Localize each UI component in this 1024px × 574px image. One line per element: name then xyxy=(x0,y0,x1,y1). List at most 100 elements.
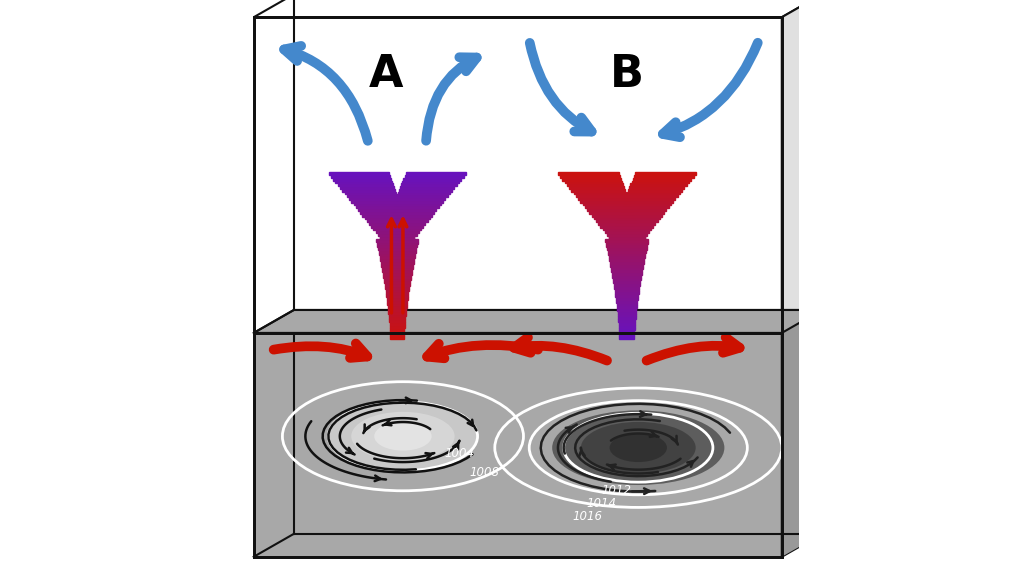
Polygon shape xyxy=(331,175,390,178)
Polygon shape xyxy=(616,300,638,302)
Polygon shape xyxy=(587,208,633,211)
Polygon shape xyxy=(384,278,411,281)
Polygon shape xyxy=(616,305,637,308)
Polygon shape xyxy=(618,322,635,325)
Polygon shape xyxy=(594,216,636,219)
Polygon shape xyxy=(629,189,682,192)
Polygon shape xyxy=(567,183,624,186)
Text: B: B xyxy=(610,53,644,96)
Polygon shape xyxy=(609,258,644,261)
Polygon shape xyxy=(581,200,630,203)
Polygon shape xyxy=(378,233,414,236)
Polygon shape xyxy=(382,230,419,233)
Ellipse shape xyxy=(374,422,432,451)
Polygon shape xyxy=(390,333,404,336)
Polygon shape xyxy=(607,247,646,250)
Polygon shape xyxy=(389,322,404,325)
Polygon shape xyxy=(360,211,404,214)
Polygon shape xyxy=(579,197,629,200)
Polygon shape xyxy=(605,230,642,233)
Polygon shape xyxy=(631,183,687,186)
Polygon shape xyxy=(600,225,640,228)
Polygon shape xyxy=(634,175,693,178)
Polygon shape xyxy=(386,294,408,297)
Polygon shape xyxy=(383,228,421,230)
Polygon shape xyxy=(621,208,667,211)
Ellipse shape xyxy=(609,433,667,462)
Polygon shape xyxy=(401,183,457,186)
Polygon shape xyxy=(615,294,638,297)
Polygon shape xyxy=(254,333,781,557)
Polygon shape xyxy=(628,192,680,195)
Polygon shape xyxy=(592,214,635,216)
Polygon shape xyxy=(623,203,671,205)
Polygon shape xyxy=(353,203,400,205)
Polygon shape xyxy=(611,230,649,233)
Polygon shape xyxy=(392,205,438,208)
Polygon shape xyxy=(610,264,643,266)
Polygon shape xyxy=(573,192,627,195)
Polygon shape xyxy=(378,245,417,247)
Polygon shape xyxy=(560,175,620,178)
Polygon shape xyxy=(254,310,822,333)
Polygon shape xyxy=(338,183,393,186)
Text: 1012: 1012 xyxy=(601,484,631,497)
Polygon shape xyxy=(340,186,394,189)
Polygon shape xyxy=(618,316,636,319)
Polygon shape xyxy=(387,300,408,302)
Text: 1014: 1014 xyxy=(587,497,616,510)
Polygon shape xyxy=(390,211,434,214)
Polygon shape xyxy=(386,289,409,292)
Polygon shape xyxy=(624,200,673,203)
Polygon shape xyxy=(390,331,404,333)
Polygon shape xyxy=(378,247,417,250)
Polygon shape xyxy=(380,258,414,261)
Polygon shape xyxy=(609,236,644,239)
Polygon shape xyxy=(618,325,635,328)
Polygon shape xyxy=(620,336,634,339)
Polygon shape xyxy=(614,289,639,292)
Polygon shape xyxy=(602,228,641,230)
Polygon shape xyxy=(616,219,657,222)
Polygon shape xyxy=(611,269,642,272)
Polygon shape xyxy=(620,211,665,214)
Polygon shape xyxy=(376,230,412,233)
Polygon shape xyxy=(395,200,443,203)
Polygon shape xyxy=(385,283,410,286)
Polygon shape xyxy=(389,316,406,319)
Polygon shape xyxy=(607,250,646,253)
Polygon shape xyxy=(612,278,641,281)
Ellipse shape xyxy=(329,402,477,471)
Ellipse shape xyxy=(552,410,724,485)
Polygon shape xyxy=(351,200,399,203)
Polygon shape xyxy=(382,269,412,272)
Polygon shape xyxy=(400,186,455,189)
Polygon shape xyxy=(397,195,447,197)
Polygon shape xyxy=(380,236,415,239)
Polygon shape xyxy=(569,186,625,189)
Polygon shape xyxy=(389,313,406,316)
Polygon shape xyxy=(618,319,635,322)
Polygon shape xyxy=(615,292,639,294)
Polygon shape xyxy=(614,286,639,289)
Polygon shape xyxy=(389,319,406,322)
Polygon shape xyxy=(377,242,418,245)
Polygon shape xyxy=(396,197,445,200)
Polygon shape xyxy=(389,214,432,216)
Polygon shape xyxy=(385,286,410,289)
Polygon shape xyxy=(406,172,466,175)
Polygon shape xyxy=(610,261,644,264)
Polygon shape xyxy=(349,197,398,200)
Ellipse shape xyxy=(581,422,695,474)
Polygon shape xyxy=(380,255,415,258)
Polygon shape xyxy=(630,186,684,189)
Polygon shape xyxy=(613,281,640,283)
Polygon shape xyxy=(403,178,461,180)
Polygon shape xyxy=(347,195,397,197)
Polygon shape xyxy=(387,302,407,305)
Polygon shape xyxy=(381,261,414,264)
Polygon shape xyxy=(585,205,632,208)
Polygon shape xyxy=(393,203,441,205)
Polygon shape xyxy=(388,308,407,311)
Polygon shape xyxy=(388,305,407,308)
